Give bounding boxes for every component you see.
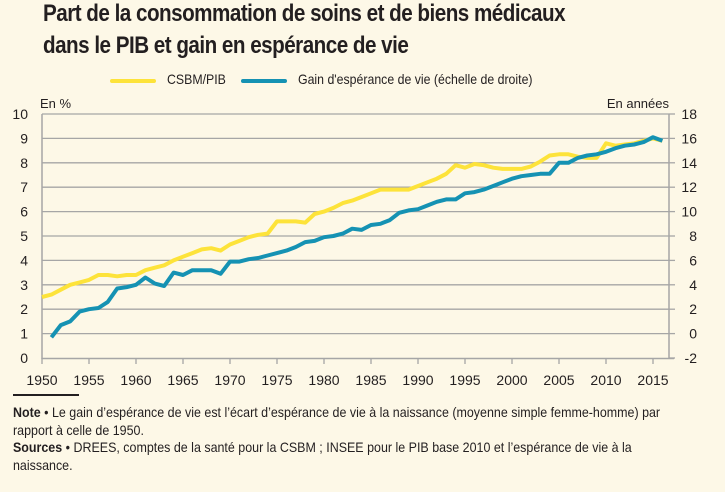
note-text: • Le gain d’espérance de vie est l’écart… [13,404,661,438]
x-tick-label: 1975 [261,372,292,388]
series-line-csbm-pib [41,136,663,299]
x-tick-label: 1960 [120,372,151,388]
x-tick-label: 1970 [214,372,245,388]
y-left-tick-label: 1 [20,326,28,342]
y-right-tick-label: 0 [689,326,697,342]
x-tick-label: 1955 [73,372,104,388]
x-tick-label: 1980 [308,372,339,388]
x-tick-label: 2000 [496,372,527,388]
note: Note • Le gain d’espérance de vie est l’… [13,404,689,439]
y-right-tick-label: -2 [685,350,698,366]
y-axis-left-unit: En % [40,96,72,111]
x-tick-label: 1990 [402,372,433,388]
x-tick-label: 1950 [26,372,57,388]
x-tick-label: 1995 [449,372,480,388]
x-axis-ticks: 1950 1955 1960 1965 1970 1975 1980 1985 1990 1995… [26,358,669,388]
series-line-life-expectancy-gain [49,135,664,339]
y-right-tick-label: 16 [681,130,697,146]
note-label: Note [13,404,41,420]
sources-label: Sources [13,439,63,455]
x-tick-label: 1965 [167,372,198,388]
y-right-tick-label: 2 [689,301,697,317]
y-left-tick-label: 4 [20,252,28,268]
legend-swatch-life-expectancy [241,79,287,83]
legend-swatch-csbm [110,79,156,83]
legend-label-csbm: CSBM/PIB [167,71,226,87]
chart-title: Part de la consommation de soins et de b… [43,0,628,62]
footer-divider [13,394,79,396]
y-right-tick-label: 6 [689,252,697,268]
y-left-tick-label: 10 [12,106,28,122]
x-tick-label: 2005 [543,372,574,388]
footnotes: Note • Le gain d’espérance de vie est l’… [13,404,689,474]
y-left-tick-label: 0 [20,350,28,366]
y-axis-left-ticks: 0 1 2 3 4 5 6 7 8 9 10 [12,106,28,366]
y-left-tick-label: 5 [20,228,28,244]
y-left-tick-label: 7 [20,179,28,195]
y-left-tick-label: 9 [20,130,28,146]
y-axis-right-unit: En années [607,96,670,111]
x-tick-label: 2010 [590,372,621,388]
gridlines [42,113,669,335]
legend-label-life-expectancy: Gain d'espérance de vie (échelle de droi… [298,71,533,87]
chart-title-line-2: dans le PIB et gain en espérance de vie [43,32,409,59]
y-left-tick-label: 3 [20,277,28,293]
y-left-tick-label: 8 [20,155,28,171]
y-right-tick-label: 4 [689,277,697,293]
chart-title-line-1: Part de la consommation de soins et de b… [43,0,566,27]
y-right-tick-label: 14 [681,155,697,171]
y-right-tick-label: 12 [681,179,697,195]
y-left-tick-label: 6 [20,204,28,220]
y-right-tick-label: 18 [681,106,697,122]
y-right-tick-label: 8 [689,228,697,244]
y-axis-right-ticks: -2 0 2 4 6 8 10 12 14 16 18 [669,106,697,366]
y-right-tick-label: 10 [681,204,697,220]
sources-text: • DREES, comptes de la santé pour la CSB… [13,439,632,473]
x-tick-label: 1985 [355,372,386,388]
y-left-tick-label: 2 [20,301,28,317]
series-lines [41,135,664,339]
sources: Sources • DREES, comptes de la santé pou… [13,439,689,474]
x-tick-label: 2015 [637,372,668,388]
